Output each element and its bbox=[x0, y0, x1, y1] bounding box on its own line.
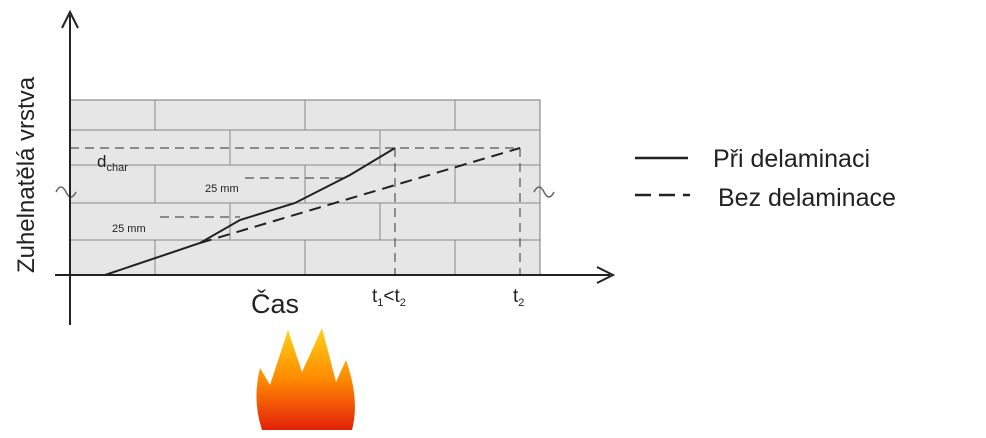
wall bbox=[55, 99, 555, 276]
t-part: t bbox=[513, 286, 519, 307]
t-sub: 2 bbox=[518, 297, 524, 309]
y-axis-label: Zuhelnatělá vrstva bbox=[13, 76, 40, 273]
guides bbox=[70, 147, 521, 275]
x-axis-label: Čas bbox=[251, 288, 299, 319]
t1-lt-t2-label: t1<t2 bbox=[372, 286, 406, 309]
step-label: 25 mm bbox=[205, 183, 239, 195]
flame bbox=[256, 328, 355, 430]
t-part: t bbox=[372, 286, 378, 307]
axes bbox=[55, 9, 616, 325]
legend-label: Bez delaminace bbox=[718, 184, 896, 212]
d-char-label: dchar bbox=[97, 152, 128, 174]
t-sub: 1 bbox=[377, 297, 383, 309]
t2-label: t2 bbox=[513, 286, 524, 309]
step-label: 25 mm bbox=[112, 223, 146, 235]
d-main: d bbox=[97, 152, 106, 171]
t-sub: 2 bbox=[400, 297, 406, 309]
with-delamination-line bbox=[104, 147, 396, 276]
t-part: <t bbox=[383, 286, 400, 307]
d-sub: char bbox=[106, 162, 128, 174]
legend-label: Při delaminaci bbox=[713, 145, 870, 173]
legend: Při delaminaci Bez delaminace bbox=[635, 145, 896, 212]
